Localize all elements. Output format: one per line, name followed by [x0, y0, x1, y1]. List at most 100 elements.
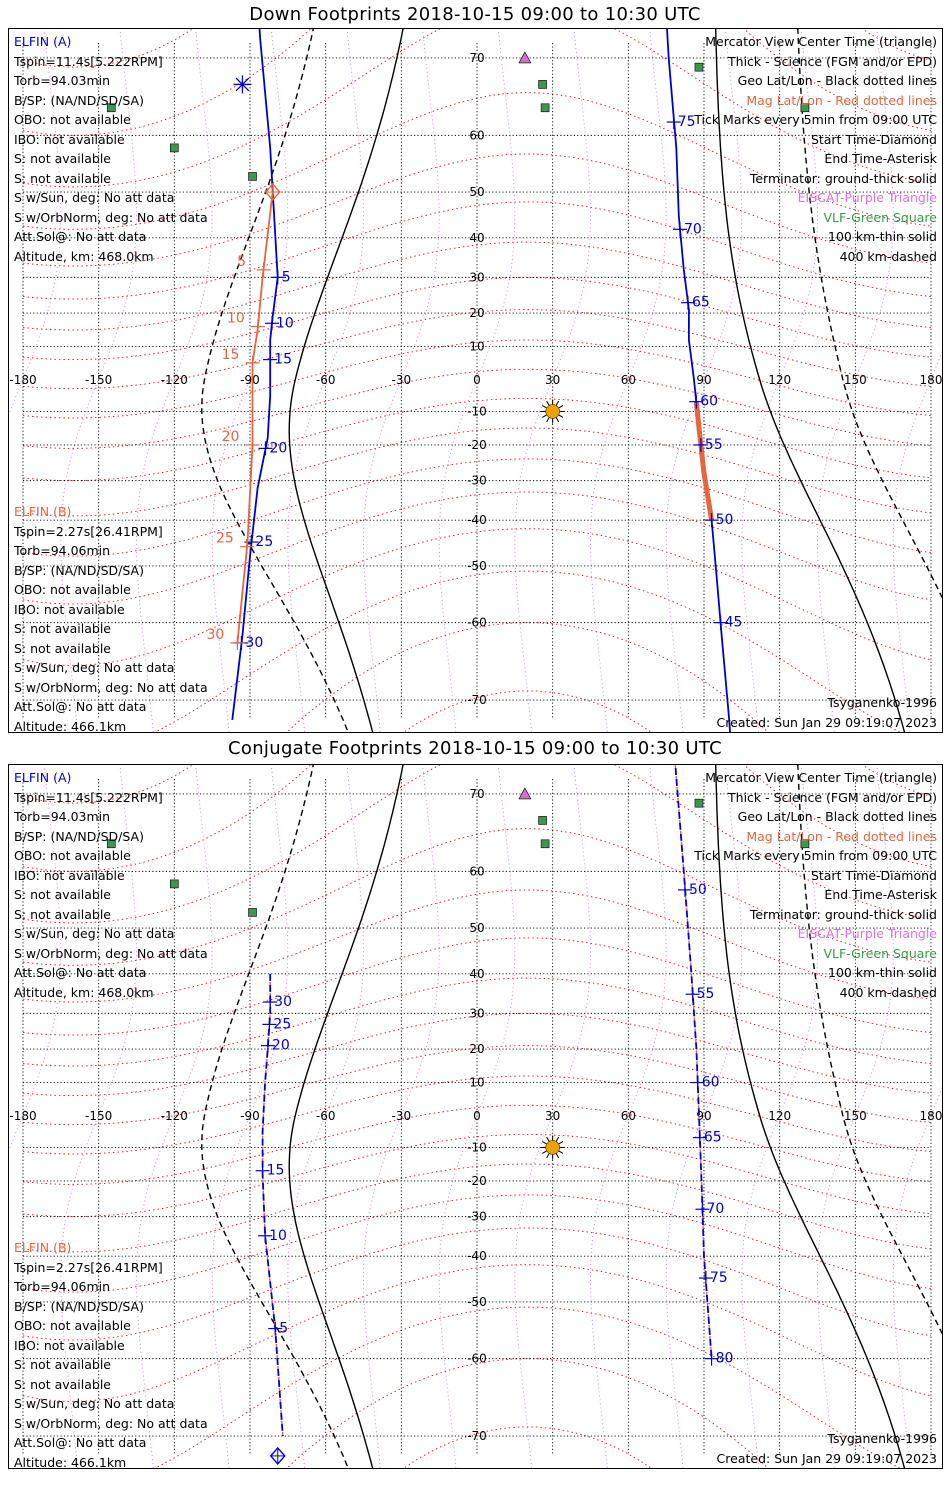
track-tick-label: 55: [697, 986, 715, 1002]
mag-lon-line: [817, 29, 894, 732]
vlf-square: [106, 839, 116, 849]
y-tick-label: 60: [469, 864, 484, 878]
track-tick-label: 10: [276, 315, 294, 331]
mag-lon-line: [741, 765, 818, 1468]
info-line: S: not available: [14, 621, 111, 636]
mag-lat-line: [22, 1163, 932, 1253]
legend-item: Mercator View Center Time (triangle): [705, 34, 937, 49]
y-tick-label: 40: [469, 231, 484, 245]
info-line: S: not available: [14, 1376, 111, 1392]
end-asterisk-icon: [235, 77, 250, 92]
mag-lat-line: [22, 339, 932, 419]
info-line: IBO: not available: [14, 1337, 125, 1353]
mag-lat-line: [403, 690, 652, 732]
track-tick-label: 5: [282, 269, 291, 285]
x-tick-label: 150: [844, 1109, 867, 1123]
info-line: S: not available: [14, 887, 111, 902]
y-tick-label: 20: [469, 1042, 484, 1056]
info-line: Tspin=11.4s[5.222RPM]: [14, 789, 163, 805]
x-tick-label: -150: [85, 1109, 112, 1123]
vlf-square: [538, 80, 547, 89]
mag-lat-line: [22, 1104, 932, 1185]
vlf-square: [170, 143, 179, 153]
info-line: Torb=94.06min: [14, 1279, 111, 1294]
info-line: S: not available: [14, 640, 111, 656]
mag-lon-line: [363, 29, 440, 732]
mag-lon-line: [60, 765, 137, 1468]
vlf-square: [800, 103, 810, 113]
y-tick-label: 70: [469, 51, 484, 65]
terminator-west-400km: [201, 765, 349, 1468]
x-tick-label: 90: [696, 1109, 711, 1123]
track-tick-label: 80: [716, 1351, 734, 1367]
mag-lat-line: [22, 427, 932, 517]
info-line: Torb=94.03min: [14, 809, 111, 824]
footprint-track: [666, 29, 731, 732]
info-line: Att.Sol@: No att data: [14, 1435, 147, 1450]
info-line: Att.Sol@: No att data: [14, 229, 147, 244]
x-tick-label: 30: [545, 373, 560, 387]
info-line: OBO: not available: [14, 112, 131, 127]
y-tick-label: -50: [467, 1295, 487, 1309]
track-tick-label: 25: [255, 534, 273, 550]
track-tick-label: 5: [237, 254, 246, 270]
x-tick-label: 90: [696, 373, 711, 387]
mag-lat-line: [22, 29, 932, 188]
info-line: S w/Sun, deg: No att data: [14, 926, 175, 941]
legend-item: Mercator View Center Time (triangle): [705, 770, 937, 785]
mag-lon-line: [363, 765, 440, 1468]
info-line: OBO: not available: [14, 1318, 131, 1333]
track-tick-label: 70: [684, 221, 702, 237]
info-line: OBO: not available: [14, 848, 131, 863]
vlf-square: [694, 62, 704, 72]
legend-item: Terminator: ground-thick solid: [749, 170, 937, 186]
info-line: B/SP: (NA/ND/SD/SA): [14, 92, 144, 108]
info-line: B/SP: (NA/ND/SD/SA): [14, 828, 144, 844]
terminator-east: [714, 765, 906, 1468]
mag-lon-line: [287, 765, 364, 1468]
track-tick-label: 50: [716, 512, 734, 528]
legend-item: 400 km-dashed: [839, 984, 937, 1000]
terminator-west: [288, 765, 404, 1468]
down-footprints-map: -180 -150 -120 -90 -60 -30 0 30 60 90 120 150 180 70 6…: [9, 29, 942, 732]
legend-item: Thick - Science (FGM and/or EPD): [728, 789, 937, 805]
mag-lon-line: [741, 29, 818, 732]
y-tick-label: 10: [469, 1076, 484, 1090]
vlf-square: [540, 839, 550, 849]
info-line: IBO: not available: [14, 131, 125, 147]
y-tick-label: -50: [467, 559, 487, 573]
terminator-east-400km: [797, 29, 942, 599]
mag-lat-line: [22, 528, 932, 666]
track-tick-label: 70: [706, 1201, 724, 1217]
mag-lon-line: [590, 29, 667, 732]
y-tick-label: 10: [469, 340, 484, 354]
info-line: ELFIN (B): [14, 1240, 72, 1255]
track-tick-label: 25: [216, 531, 234, 547]
y-tick-label: -60: [467, 616, 487, 630]
x-tick-label: -120: [161, 373, 188, 387]
info-line: Tspin=2.27s[26.41RPM]: [14, 1259, 163, 1275]
mag-lon-line: [60, 29, 137, 732]
mag-lon-line: [514, 765, 591, 1468]
y-tick-label: 30: [469, 270, 484, 284]
mag-lon-line: [211, 765, 289, 1468]
vlf-square: [248, 908, 257, 917]
mag-lat-line: [22, 765, 932, 924]
info-line: S w/Sun, deg: No att data: [14, 190, 175, 205]
track-tick-label: 65: [692, 295, 710, 311]
info-line: Torb=94.06min: [14, 543, 111, 558]
legend-item: Geo Lat/Lon - Black dotted lines: [737, 73, 937, 88]
x-tick-label: 180: [920, 373, 942, 387]
legend-item: Thick - Science (FGM and/or EPD): [728, 53, 937, 69]
x-tick-label: -90: [240, 373, 260, 387]
vlf-square: [540, 103, 550, 113]
vlf-square: [694, 798, 704, 808]
mag-lat-line: [22, 1075, 932, 1155]
mag-lat-line: [22, 241, 932, 331]
info-line: IBO: not available: [14, 867, 125, 883]
legend-item: End Time-Asterisk: [824, 887, 937, 902]
info-line: ELFIN (B): [14, 504, 72, 519]
y-tick-label: -40: [467, 1249, 487, 1263]
track-tick-label: 45: [725, 615, 743, 631]
sun-icon: [545, 1140, 560, 1155]
